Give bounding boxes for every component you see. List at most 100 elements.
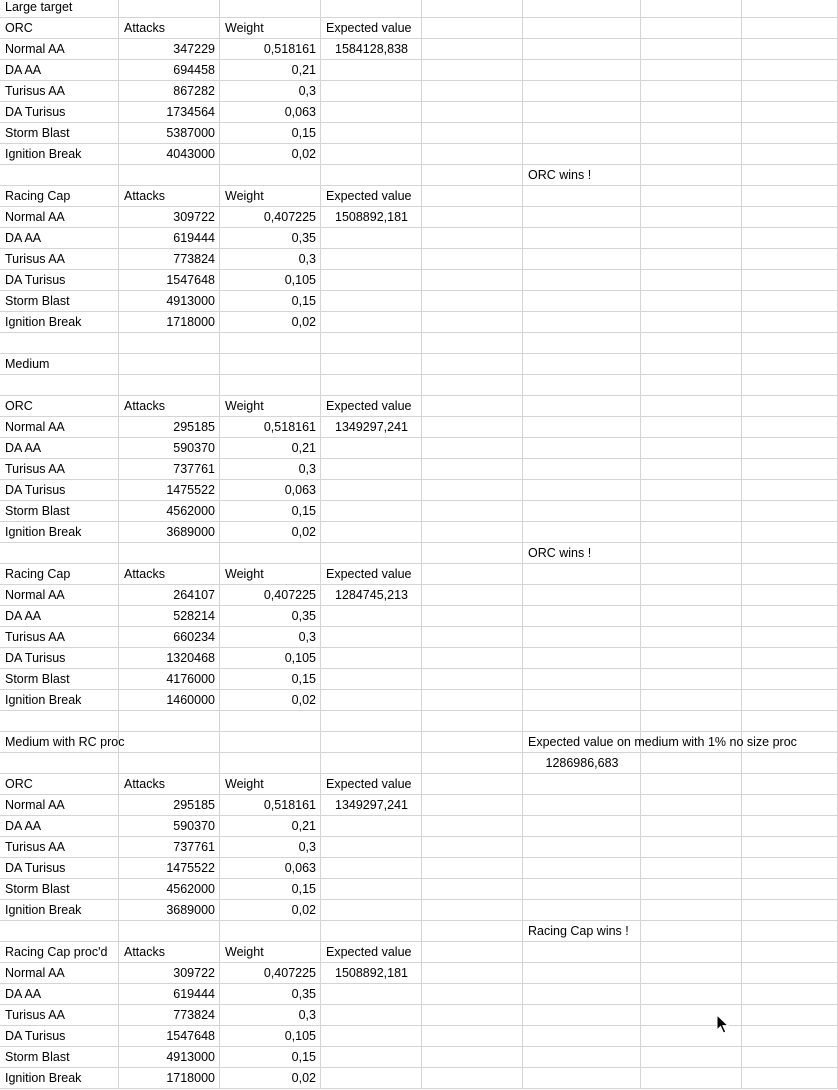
cell-r52-c4[interactable] bbox=[321, 1068, 422, 1089]
cell-r21-c2[interactable]: 295185 bbox=[119, 417, 220, 438]
cell-r36-c2[interactable] bbox=[119, 732, 220, 753]
cell-r9-c8[interactable] bbox=[742, 165, 838, 186]
cell-r23-c6[interactable] bbox=[523, 459, 641, 480]
cell-r11-c4[interactable]: 1508892,181 bbox=[321, 207, 422, 228]
cell-r15-c5[interactable] bbox=[422, 291, 523, 312]
cell-r7-c4[interactable] bbox=[321, 123, 422, 144]
cell-r32-c1[interactable]: DA Turisus bbox=[0, 648, 119, 669]
cell-r7-c1[interactable]: Storm Blast bbox=[0, 123, 119, 144]
cell-r50-c7[interactable] bbox=[641, 1026, 742, 1047]
cell-r51-c1[interactable]: Storm Blast bbox=[0, 1047, 119, 1068]
cell-r5-c7[interactable] bbox=[641, 81, 742, 102]
cell-r5-c6[interactable] bbox=[523, 81, 641, 102]
cell-r16-c2[interactable]: 1718000 bbox=[119, 312, 220, 333]
cell-r6-c4[interactable] bbox=[321, 102, 422, 123]
cell-r18-c2[interactable] bbox=[119, 354, 220, 375]
cell-r9-c3[interactable] bbox=[220, 165, 321, 186]
cell-r9-c2[interactable] bbox=[119, 165, 220, 186]
cell-r11-c5[interactable] bbox=[422, 207, 523, 228]
cell-r5-c3[interactable]: 0,3 bbox=[220, 81, 321, 102]
cell-r4-c3[interactable]: 0,21 bbox=[220, 60, 321, 81]
cell-r1-c8[interactable] bbox=[742, 0, 838, 18]
cell-r48-c8[interactable] bbox=[742, 984, 838, 1005]
cell-r8-c3[interactable]: 0,02 bbox=[220, 144, 321, 165]
cell-r42-c4[interactable] bbox=[321, 858, 422, 879]
cell-r29-c6[interactable] bbox=[523, 585, 641, 606]
cell-r16-c6[interactable] bbox=[523, 312, 641, 333]
cell-r19-c5[interactable] bbox=[422, 375, 523, 396]
cell-r17-c3[interactable] bbox=[220, 333, 321, 354]
cell-r15-c7[interactable] bbox=[641, 291, 742, 312]
cell-r7-c6[interactable] bbox=[523, 123, 641, 144]
cell-r19-c8[interactable] bbox=[742, 375, 838, 396]
cell-r22-c7[interactable] bbox=[641, 438, 742, 459]
cell-r38-c6[interactable] bbox=[523, 774, 641, 795]
cell-r34-c2[interactable]: 1460000 bbox=[119, 690, 220, 711]
cell-r20-c7[interactable] bbox=[641, 396, 742, 417]
cell-r18-c5[interactable] bbox=[422, 354, 523, 375]
cell-r13-c3[interactable]: 0,3 bbox=[220, 249, 321, 270]
cell-r33-c4[interactable] bbox=[321, 669, 422, 690]
cell-r14-c5[interactable] bbox=[422, 270, 523, 291]
cell-r36-c7[interactable] bbox=[641, 732, 742, 753]
cell-r13-c7[interactable] bbox=[641, 249, 742, 270]
cell-r46-c7[interactable] bbox=[641, 942, 742, 963]
cell-r29-c4[interactable]: 1284745,213 bbox=[321, 585, 422, 606]
cell-r39-c7[interactable] bbox=[641, 795, 742, 816]
cell-r24-c3[interactable]: 0,063 bbox=[220, 480, 321, 501]
cell-r2-c8[interactable] bbox=[742, 18, 838, 39]
cell-r42-c6[interactable] bbox=[523, 858, 641, 879]
cell-r49-c3[interactable]: 0,3 bbox=[220, 1005, 321, 1026]
cell-r44-c7[interactable] bbox=[641, 900, 742, 921]
cell-r15-c1[interactable]: Storm Blast bbox=[0, 291, 119, 312]
cell-r23-c2[interactable]: 737761 bbox=[119, 459, 220, 480]
cell-r44-c2[interactable]: 3689000 bbox=[119, 900, 220, 921]
cell-r17-c8[interactable] bbox=[742, 333, 838, 354]
cell-r38-c1[interactable]: ORC bbox=[0, 774, 119, 795]
cell-r26-c8[interactable] bbox=[742, 522, 838, 543]
cell-r42-c1[interactable]: DA Turisus bbox=[0, 858, 119, 879]
cell-r33-c8[interactable] bbox=[742, 669, 838, 690]
cell-r26-c2[interactable]: 3689000 bbox=[119, 522, 220, 543]
cell-r3-c8[interactable] bbox=[742, 39, 838, 60]
cell-r46-c8[interactable] bbox=[742, 942, 838, 963]
cell-r4-c7[interactable] bbox=[641, 60, 742, 81]
cell-r6-c3[interactable]: 0,063 bbox=[220, 102, 321, 123]
cell-r49-c5[interactable] bbox=[422, 1005, 523, 1026]
cell-r50-c6[interactable] bbox=[523, 1026, 641, 1047]
cell-r11-c6[interactable] bbox=[523, 207, 641, 228]
cell-r43-c3[interactable]: 0,15 bbox=[220, 879, 321, 900]
cell-r12-c1[interactable]: DA AA bbox=[0, 228, 119, 249]
cell-r47-c7[interactable] bbox=[641, 963, 742, 984]
cell-r31-c7[interactable] bbox=[641, 627, 742, 648]
cell-r3-c3[interactable]: 0,518161 bbox=[220, 39, 321, 60]
cell-r29-c5[interactable] bbox=[422, 585, 523, 606]
cell-r4-c5[interactable] bbox=[422, 60, 523, 81]
cell-r39-c6[interactable] bbox=[523, 795, 641, 816]
cell-r37-c3[interactable] bbox=[220, 753, 321, 774]
cell-r4-c6[interactable] bbox=[523, 60, 641, 81]
cell-r27-c2[interactable] bbox=[119, 543, 220, 564]
cell-r20-c8[interactable] bbox=[742, 396, 838, 417]
cell-r36-c1[interactable]: Medium with RC proc bbox=[0, 732, 124, 753]
cell-r49-c4[interactable] bbox=[321, 1005, 422, 1026]
cell-r25-c5[interactable] bbox=[422, 501, 523, 522]
cell-r4-c4[interactable] bbox=[321, 60, 422, 81]
cell-r7-c5[interactable] bbox=[422, 123, 523, 144]
cell-r40-c7[interactable] bbox=[641, 816, 742, 837]
cell-r36-c6[interactable]: Expected value on medium with 1% no size… bbox=[523, 732, 797, 753]
cell-r15-c8[interactable] bbox=[742, 291, 838, 312]
cell-r42-c8[interactable] bbox=[742, 858, 838, 879]
cell-r20-c5[interactable] bbox=[422, 396, 523, 417]
cell-r27-c4[interactable] bbox=[321, 543, 422, 564]
cell-r39-c2[interactable]: 295185 bbox=[119, 795, 220, 816]
cell-r13-c6[interactable] bbox=[523, 249, 641, 270]
cell-r29-c7[interactable] bbox=[641, 585, 742, 606]
cell-r45-c3[interactable] bbox=[220, 921, 321, 942]
cell-r47-c1[interactable]: Normal AA bbox=[0, 963, 119, 984]
cell-r23-c4[interactable] bbox=[321, 459, 422, 480]
cell-r26-c1[interactable]: Ignition Break bbox=[0, 522, 119, 543]
cell-r25-c1[interactable]: Storm Blast bbox=[0, 501, 119, 522]
cell-r41-c1[interactable]: Turisus AA bbox=[0, 837, 119, 858]
cell-r9-c5[interactable] bbox=[422, 165, 523, 186]
